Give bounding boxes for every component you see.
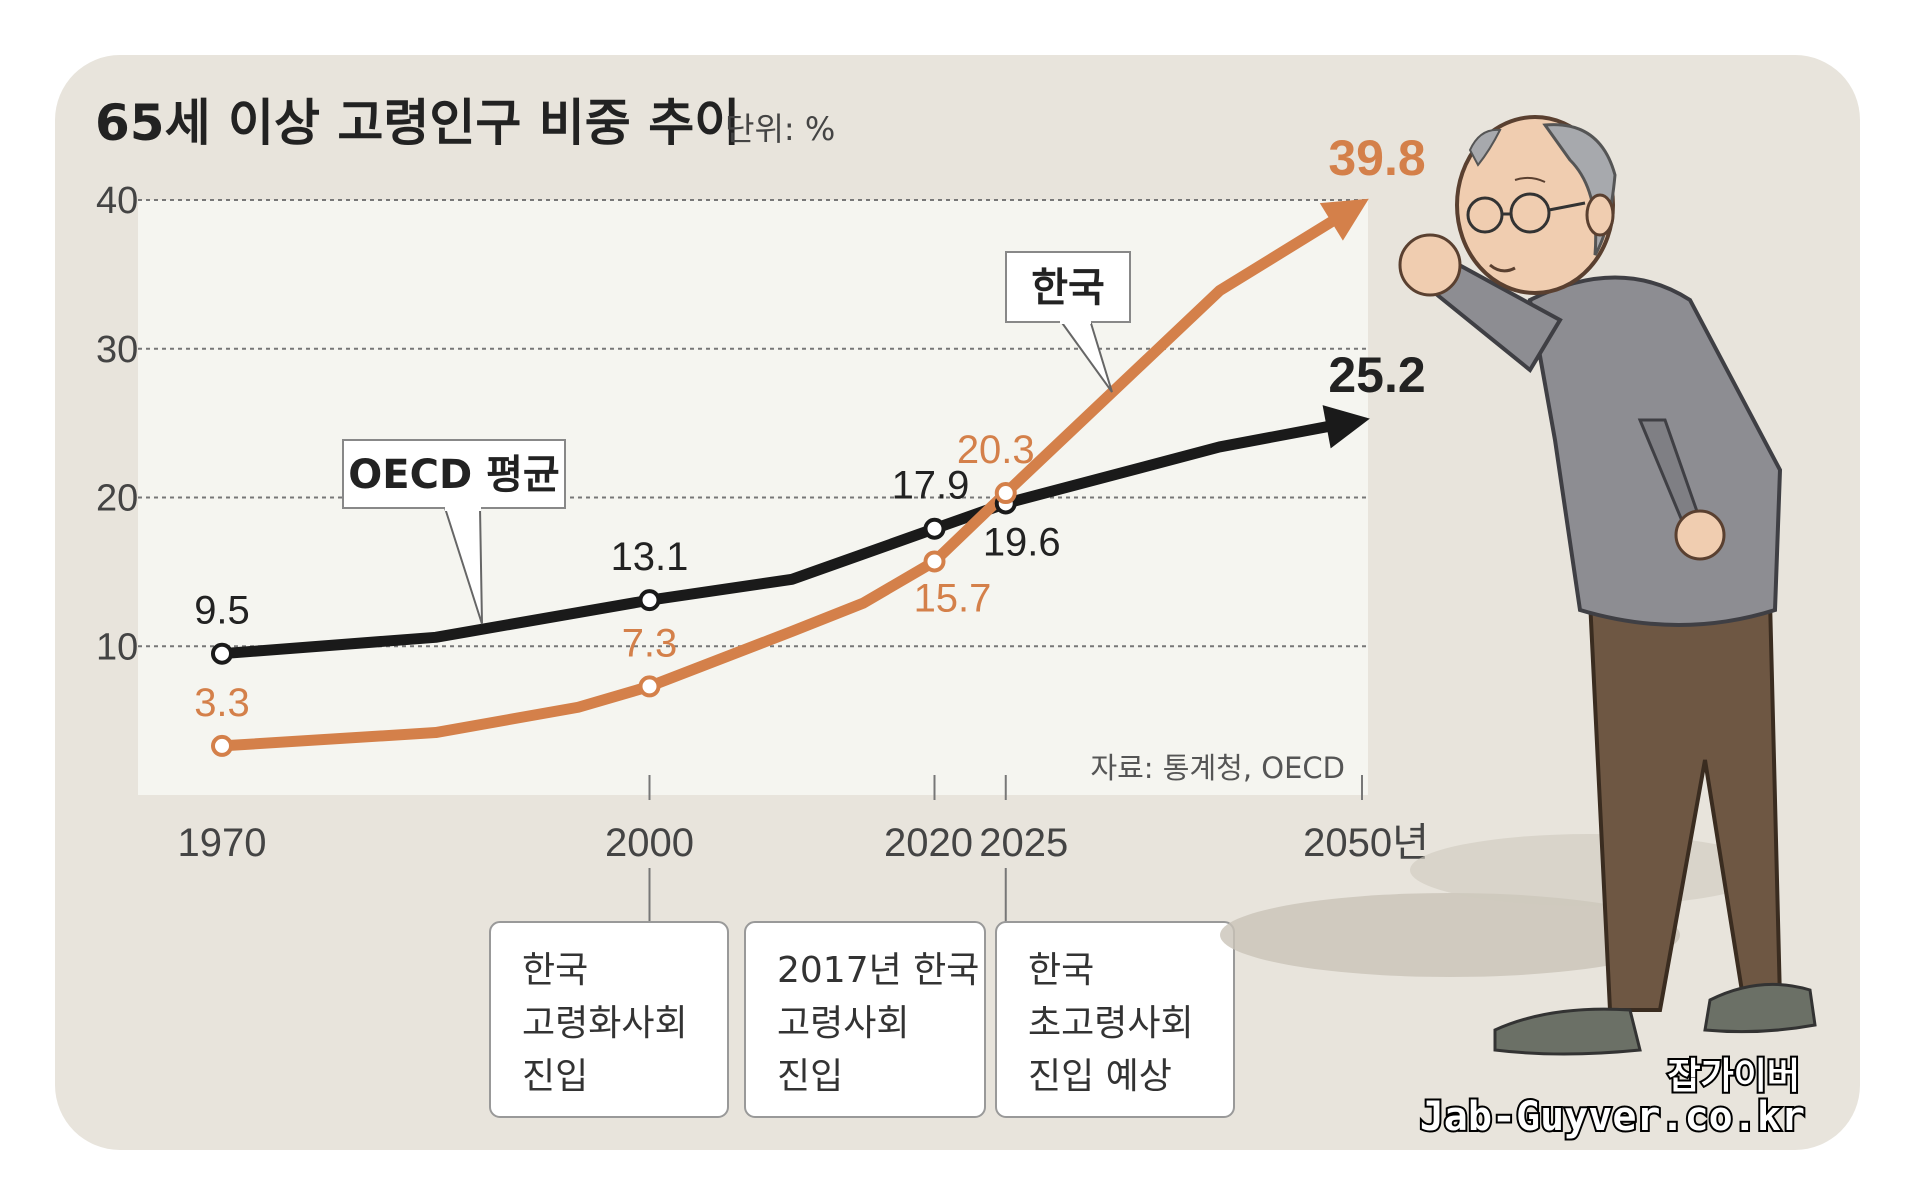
y-axis-ticks: 10 20 30 40 [96, 180, 138, 668]
elderly-man-illustration [1220, 115, 1817, 1056]
callout-oecd-label: OECD 평균 [348, 452, 559, 498]
data-label-1-2025: 20.3 [957, 428, 1035, 472]
end-label-0: 25.2 [1328, 347, 1425, 403]
annotation-line-2017-1: 고령사회 [777, 1003, 909, 1044]
annotation-line-2017-2: 진입 [777, 1056, 843, 1097]
end-label-1: 39.8 [1328, 130, 1425, 186]
series-line-0 [216, 420, 1339, 660]
data-label-1-1970: 3.3 [194, 681, 250, 725]
callout-oecd: OECD 평균 [342, 439, 566, 625]
annotation-line-2025-1: 초고령사회 [1028, 1003, 1194, 1044]
x-tick-2020: 2020 [884, 821, 973, 865]
series-arrow-1 [1319, 198, 1369, 241]
callout-korea: 한국 [1005, 251, 1131, 393]
annotation-line-2017-0: 2017년 한국 [777, 950, 979, 991]
callout-oecd-box [342, 439, 566, 509]
annotation-line-2025-2: 진입 예상 [1028, 1056, 1172, 1097]
marker-1-2025 [994, 482, 1017, 505]
callout-korea-box [1005, 251, 1131, 323]
marker-1-1970 [211, 734, 233, 757]
series-line-1 [216, 213, 1342, 752]
marker-0-2020 [923, 517, 946, 540]
callout-korea-label: 한국 [1031, 265, 1105, 311]
data-label-0-1970: 9.5 [194, 589, 250, 633]
unit-label: 단위: % [725, 110, 835, 148]
x-tick-1970: 1970 [178, 821, 267, 865]
data-labels-layer: 9.5 13.1 17.9 19.6 25.2 3.3 7.3 15.7 20.3 39.8 [194, 130, 1425, 725]
series-arrow-0 [1322, 405, 1370, 449]
data-label-1-2020: 15.7 [914, 576, 992, 620]
data-label-0-2020: 17.9 [892, 464, 970, 508]
y-tick-40: 40 [96, 180, 138, 222]
marker-1-2000 [638, 675, 661, 698]
annotation-line-2000-2: 진입 [522, 1056, 588, 1097]
marker-1-2020 [923, 550, 946, 573]
data-label-0-2000: 13.1 [611, 535, 689, 579]
annotation-box-2000 [489, 921, 729, 1118]
y-tick-20: 20 [96, 478, 138, 520]
y-tick-10: 10 [96, 626, 138, 668]
chart-title: 65세 이상 고령인구 비중 추이 [95, 94, 740, 152]
y-tick-30: 30 [96, 329, 138, 371]
series-layer [211, 198, 1370, 757]
annotation-line-2000-1: 고령화사회 [522, 1003, 688, 1044]
x-axis-ticks: 1970 2000 2020 2025 2050년 [178, 775, 1429, 865]
watermark-url: Jab-Guyver.co.kr [1420, 1094, 1805, 1140]
marker-0-2000 [638, 589, 661, 612]
x-tick-2025: 2025 [979, 821, 1068, 865]
data-label-0-2025: 19.6 [983, 520, 1061, 564]
annotation-line-2025-0: 한국 [1028, 950, 1094, 991]
watermark-korean: 잡가이버 [1668, 1056, 1800, 1097]
x-tick-2050년: 2050년 [1303, 821, 1429, 865]
annotation-box-2025 [995, 921, 1235, 1118]
annotation-line-2000-0: 한국 [522, 950, 588, 991]
marker-0-1970 [211, 642, 233, 665]
annotation-box-2017 [744, 921, 986, 1118]
source-note: 자료: 통계청, OECD [1090, 751, 1345, 785]
data-label-1-2000: 7.3 [622, 621, 678, 665]
x-tick-2000: 2000 [605, 821, 694, 865]
